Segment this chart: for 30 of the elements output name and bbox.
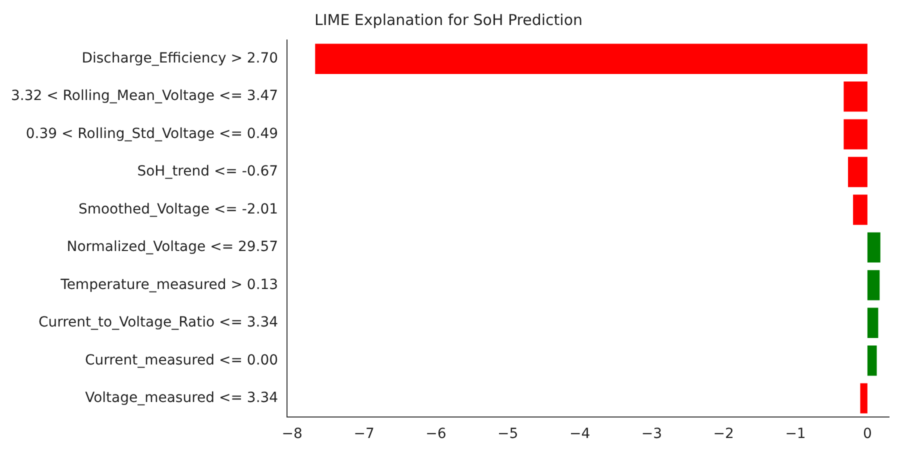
x-tick-label: −3 bbox=[641, 426, 662, 442]
bar bbox=[853, 194, 868, 225]
bar bbox=[867, 232, 880, 263]
x-tick-label: −8 bbox=[282, 426, 302, 442]
y-tick-label: Smoothed_Voltage <= -2.01 bbox=[78, 201, 278, 218]
chart-title: LIME Explanation for SoH Prediction bbox=[314, 10, 583, 29]
x-tick-label: −7 bbox=[354, 426, 374, 442]
x-tick-label: 0 bbox=[862, 426, 872, 442]
y-tick-label: 3.32 < Rolling_Mean_Voltage <= 3.47 bbox=[10, 88, 278, 104]
y-tick-label: Normalized_Voltage <= 29.57 bbox=[66, 239, 278, 256]
y-tick-label: Current_to_Voltage_Ratio <= 3.34 bbox=[38, 314, 278, 331]
bar bbox=[867, 346, 877, 376]
bar bbox=[860, 383, 868, 414]
bar bbox=[867, 270, 880, 300]
y-tick-label: Temperature_measured > 0.13 bbox=[60, 276, 278, 293]
x-tick-label: −2 bbox=[713, 426, 734, 442]
bar bbox=[844, 81, 868, 112]
bar bbox=[844, 119, 868, 150]
bar bbox=[848, 156, 868, 188]
y-tick-label: Current_measured <= 0.00 bbox=[85, 352, 278, 368]
y-tick-label: 0.39 < Rolling_Std_Voltage <= 0.49 bbox=[26, 126, 278, 142]
y-tick-label: Voltage_measured <= 3.34 bbox=[85, 390, 278, 406]
x-tick-label: −6 bbox=[426, 426, 446, 442]
y-tick-label: SoH_trend <= -0.67 bbox=[137, 164, 278, 180]
bar bbox=[315, 44, 868, 74]
x-tick-label: −1 bbox=[785, 426, 806, 442]
x-tick-label: −4 bbox=[569, 426, 590, 442]
x-tick-label: −5 bbox=[498, 426, 518, 442]
y-tick-label: Discharge_Efficiency > 2.70 bbox=[82, 50, 278, 66]
bar bbox=[867, 308, 878, 338]
